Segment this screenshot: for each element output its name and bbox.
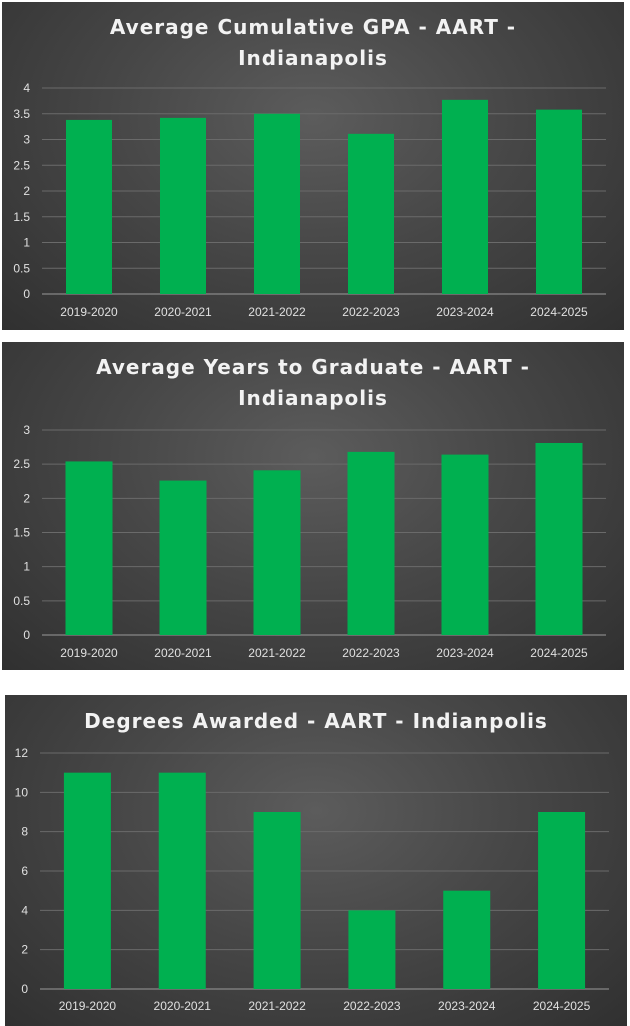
y-tick-label: 1.5 bbox=[13, 210, 30, 224]
chart-title-line: Indianapolis bbox=[238, 46, 388, 70]
x-tick-label: 2023-2024 bbox=[436, 646, 494, 660]
bar bbox=[63, 772, 111, 989]
y-tick-label: 2.5 bbox=[13, 457, 30, 471]
x-tick-label: 2019-2020 bbox=[59, 999, 117, 1013]
bar bbox=[443, 890, 491, 989]
chart-years-to-graduate-svg: Average Years to Graduate - AART - Indian… bbox=[13, 355, 606, 660]
x-tick-label: 2020-2021 bbox=[154, 646, 212, 660]
bar bbox=[158, 772, 206, 989]
y-tick-label: 3 bbox=[23, 133, 30, 147]
y-tick-label: 12 bbox=[15, 746, 29, 760]
bar bbox=[348, 133, 394, 294]
y-tick-label: 6 bbox=[21, 864, 28, 878]
bar bbox=[254, 113, 300, 294]
y-tick-label: 0.5 bbox=[13, 261, 30, 275]
chart-degrees-awarded: Degrees Awarded - AART - Indianpolis 0 2 4 6… bbox=[5, 695, 627, 1026]
bar bbox=[535, 442, 583, 635]
x-tick-label: 2021-2022 bbox=[248, 305, 306, 319]
bar bbox=[442, 99, 488, 294]
y-tick-label: 2 bbox=[23, 491, 30, 505]
bar bbox=[65, 461, 113, 635]
x-tick-label: 2024-2025 bbox=[533, 999, 591, 1013]
chart-title-line: Average Cumulative GPA - AART - bbox=[110, 15, 516, 39]
chart-title-line: Average Years to Graduate - AART - bbox=[96, 355, 530, 379]
bar bbox=[536, 109, 582, 294]
y-tick-label: 10 bbox=[15, 785, 29, 799]
y-tick-label: 0 bbox=[23, 287, 30, 301]
bar bbox=[253, 812, 301, 989]
bar bbox=[441, 454, 489, 635]
y-tick-label: 2 bbox=[21, 943, 28, 957]
y-tick-label: 8 bbox=[21, 825, 28, 839]
bar bbox=[66, 119, 112, 295]
x-tick-label: 2022-2023 bbox=[343, 999, 401, 1013]
bar bbox=[538, 812, 586, 989]
y-tick-label: 1.5 bbox=[13, 526, 30, 540]
bar bbox=[253, 470, 301, 635]
y-tick-label: 0.5 bbox=[13, 594, 30, 608]
chart-years-to-graduate: Average Years to Graduate - AART - Indian… bbox=[2, 342, 624, 670]
x-tick-label: 2024-2025 bbox=[530, 305, 588, 319]
x-tick-label: 2019-2020 bbox=[60, 646, 118, 660]
y-tick-label: 2.5 bbox=[13, 158, 30, 172]
bar bbox=[347, 451, 395, 635]
chart-gpa: Average Cumulative GPA - AART - Indianapo… bbox=[2, 2, 624, 330]
x-tick-label: 2022-2023 bbox=[342, 646, 400, 660]
y-tick-label: 4 bbox=[21, 903, 28, 917]
y-tick-label: 3.5 bbox=[13, 107, 30, 121]
x-tick-label: 2023-2024 bbox=[436, 305, 494, 319]
x-tick-label: 2021-2022 bbox=[248, 999, 306, 1013]
y-tick-label: 2 bbox=[23, 184, 30, 198]
y-tick-label: 4 bbox=[23, 81, 30, 95]
x-tick-label: 2020-2021 bbox=[154, 999, 212, 1013]
bar bbox=[348, 910, 396, 989]
chart-gpa-svg: Average Cumulative GPA - AART - Indianapo… bbox=[13, 15, 606, 319]
bar bbox=[160, 117, 206, 295]
chart-title-line: Degrees Awarded - AART - Indianpolis bbox=[84, 709, 548, 733]
y-tick-label: 0 bbox=[21, 982, 28, 996]
chart-title-line: Indianapolis bbox=[238, 386, 388, 410]
chart-degrees-awarded-svg: Degrees Awarded - AART - Indianpolis 0 2 4 6… bbox=[15, 709, 609, 1013]
y-tick-label: 3 bbox=[23, 423, 30, 437]
x-tick-label: 2024-2025 bbox=[530, 646, 588, 660]
x-tick-label: 2020-2021 bbox=[154, 305, 212, 319]
y-tick-label: 0 bbox=[23, 628, 30, 642]
x-tick-label: 2022-2023 bbox=[342, 305, 400, 319]
x-tick-label: 2021-2022 bbox=[248, 646, 306, 660]
x-tick-label: 2019-2020 bbox=[60, 305, 118, 319]
y-tick-label: 1 bbox=[23, 560, 30, 574]
x-tick-label: 2023-2024 bbox=[438, 999, 496, 1013]
y-tick-label: 1 bbox=[23, 236, 30, 250]
bar bbox=[159, 480, 207, 635]
